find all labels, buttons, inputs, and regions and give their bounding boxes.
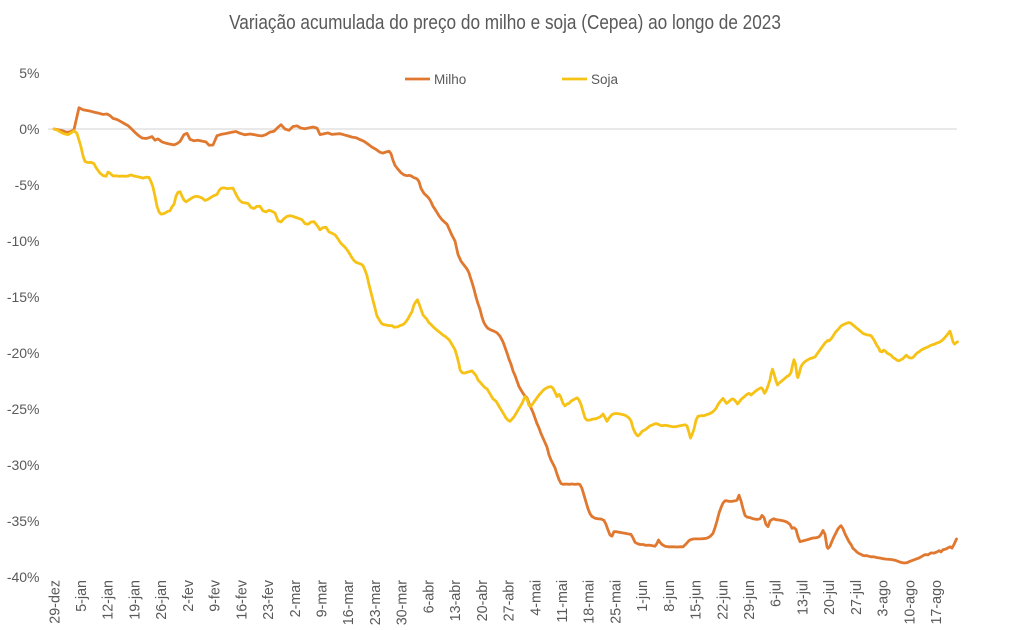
svg-text:17-ago: 17-ago bbox=[929, 580, 945, 625]
svg-text:-15%: -15% bbox=[7, 289, 40, 305]
svg-text:16-mar: 16-mar bbox=[341, 580, 357, 626]
svg-text:26-jan: 26-jan bbox=[154, 580, 170, 620]
svg-text:8-jun: 8-jun bbox=[662, 580, 678, 612]
svg-text:10-ago: 10-ago bbox=[902, 580, 918, 625]
svg-text:2-mar: 2-mar bbox=[288, 580, 304, 618]
svg-text:12-jan: 12-jan bbox=[101, 580, 117, 620]
svg-text:-10%: -10% bbox=[7, 233, 40, 249]
svg-text:27-jul: 27-jul bbox=[849, 580, 865, 615]
svg-text:30-mar: 30-mar bbox=[395, 580, 411, 626]
svg-text:18-mai: 18-mai bbox=[582, 580, 598, 624]
svg-text:-25%: -25% bbox=[7, 401, 40, 417]
svg-text:9-mar: 9-mar bbox=[315, 580, 331, 618]
svg-text:Soja: Soja bbox=[591, 72, 619, 87]
svg-text:2-fev: 2-fev bbox=[181, 579, 197, 612]
svg-text:4-mai: 4-mai bbox=[528, 580, 544, 616]
svg-text:-35%: -35% bbox=[7, 513, 40, 529]
svg-text:-40%: -40% bbox=[7, 569, 40, 585]
svg-text:6-jul: 6-jul bbox=[769, 580, 785, 607]
svg-text:11-mai: 11-mai bbox=[555, 580, 571, 623]
svg-text:29-dez: 29-dez bbox=[47, 580, 63, 624]
svg-text:20-jul: 20-jul bbox=[822, 580, 838, 615]
svg-text:-5%: -5% bbox=[15, 177, 40, 193]
svg-text:5%: 5% bbox=[19, 65, 39, 81]
svg-text:Variação acumulada do preço do: Variação acumulada do preço do milho e s… bbox=[229, 11, 781, 33]
svg-text:5-jan: 5-jan bbox=[74, 580, 90, 612]
svg-text:23-fev: 23-fev bbox=[261, 579, 277, 620]
svg-text:9-fev: 9-fev bbox=[208, 579, 224, 612]
svg-text:13-jul: 13-jul bbox=[796, 580, 812, 615]
svg-text:20-abr: 20-abr bbox=[475, 580, 491, 622]
svg-text:19-jan: 19-jan bbox=[128, 580, 144, 620]
svg-text:Milho: Milho bbox=[434, 72, 466, 87]
svg-text:-30%: -30% bbox=[7, 457, 40, 473]
svg-text:29-jun: 29-jun bbox=[742, 580, 758, 620]
svg-text:23-mar: 23-mar bbox=[368, 580, 384, 626]
svg-text:0%: 0% bbox=[19, 121, 39, 137]
svg-text:22-jun: 22-jun bbox=[715, 580, 731, 620]
svg-text:3-ago: 3-ago bbox=[876, 580, 892, 617]
svg-text:-20%: -20% bbox=[7, 345, 40, 361]
svg-text:27-abr: 27-abr bbox=[502, 580, 518, 622]
svg-text:25-mai: 25-mai bbox=[608, 580, 624, 624]
svg-text:13-abr: 13-abr bbox=[448, 580, 464, 622]
svg-text:6-abr: 6-abr bbox=[421, 580, 437, 614]
svg-text:15-jun: 15-jun bbox=[689, 580, 705, 620]
svg-text:16-fev: 16-fev bbox=[234, 579, 250, 620]
svg-text:1-jun: 1-jun bbox=[635, 580, 651, 612]
